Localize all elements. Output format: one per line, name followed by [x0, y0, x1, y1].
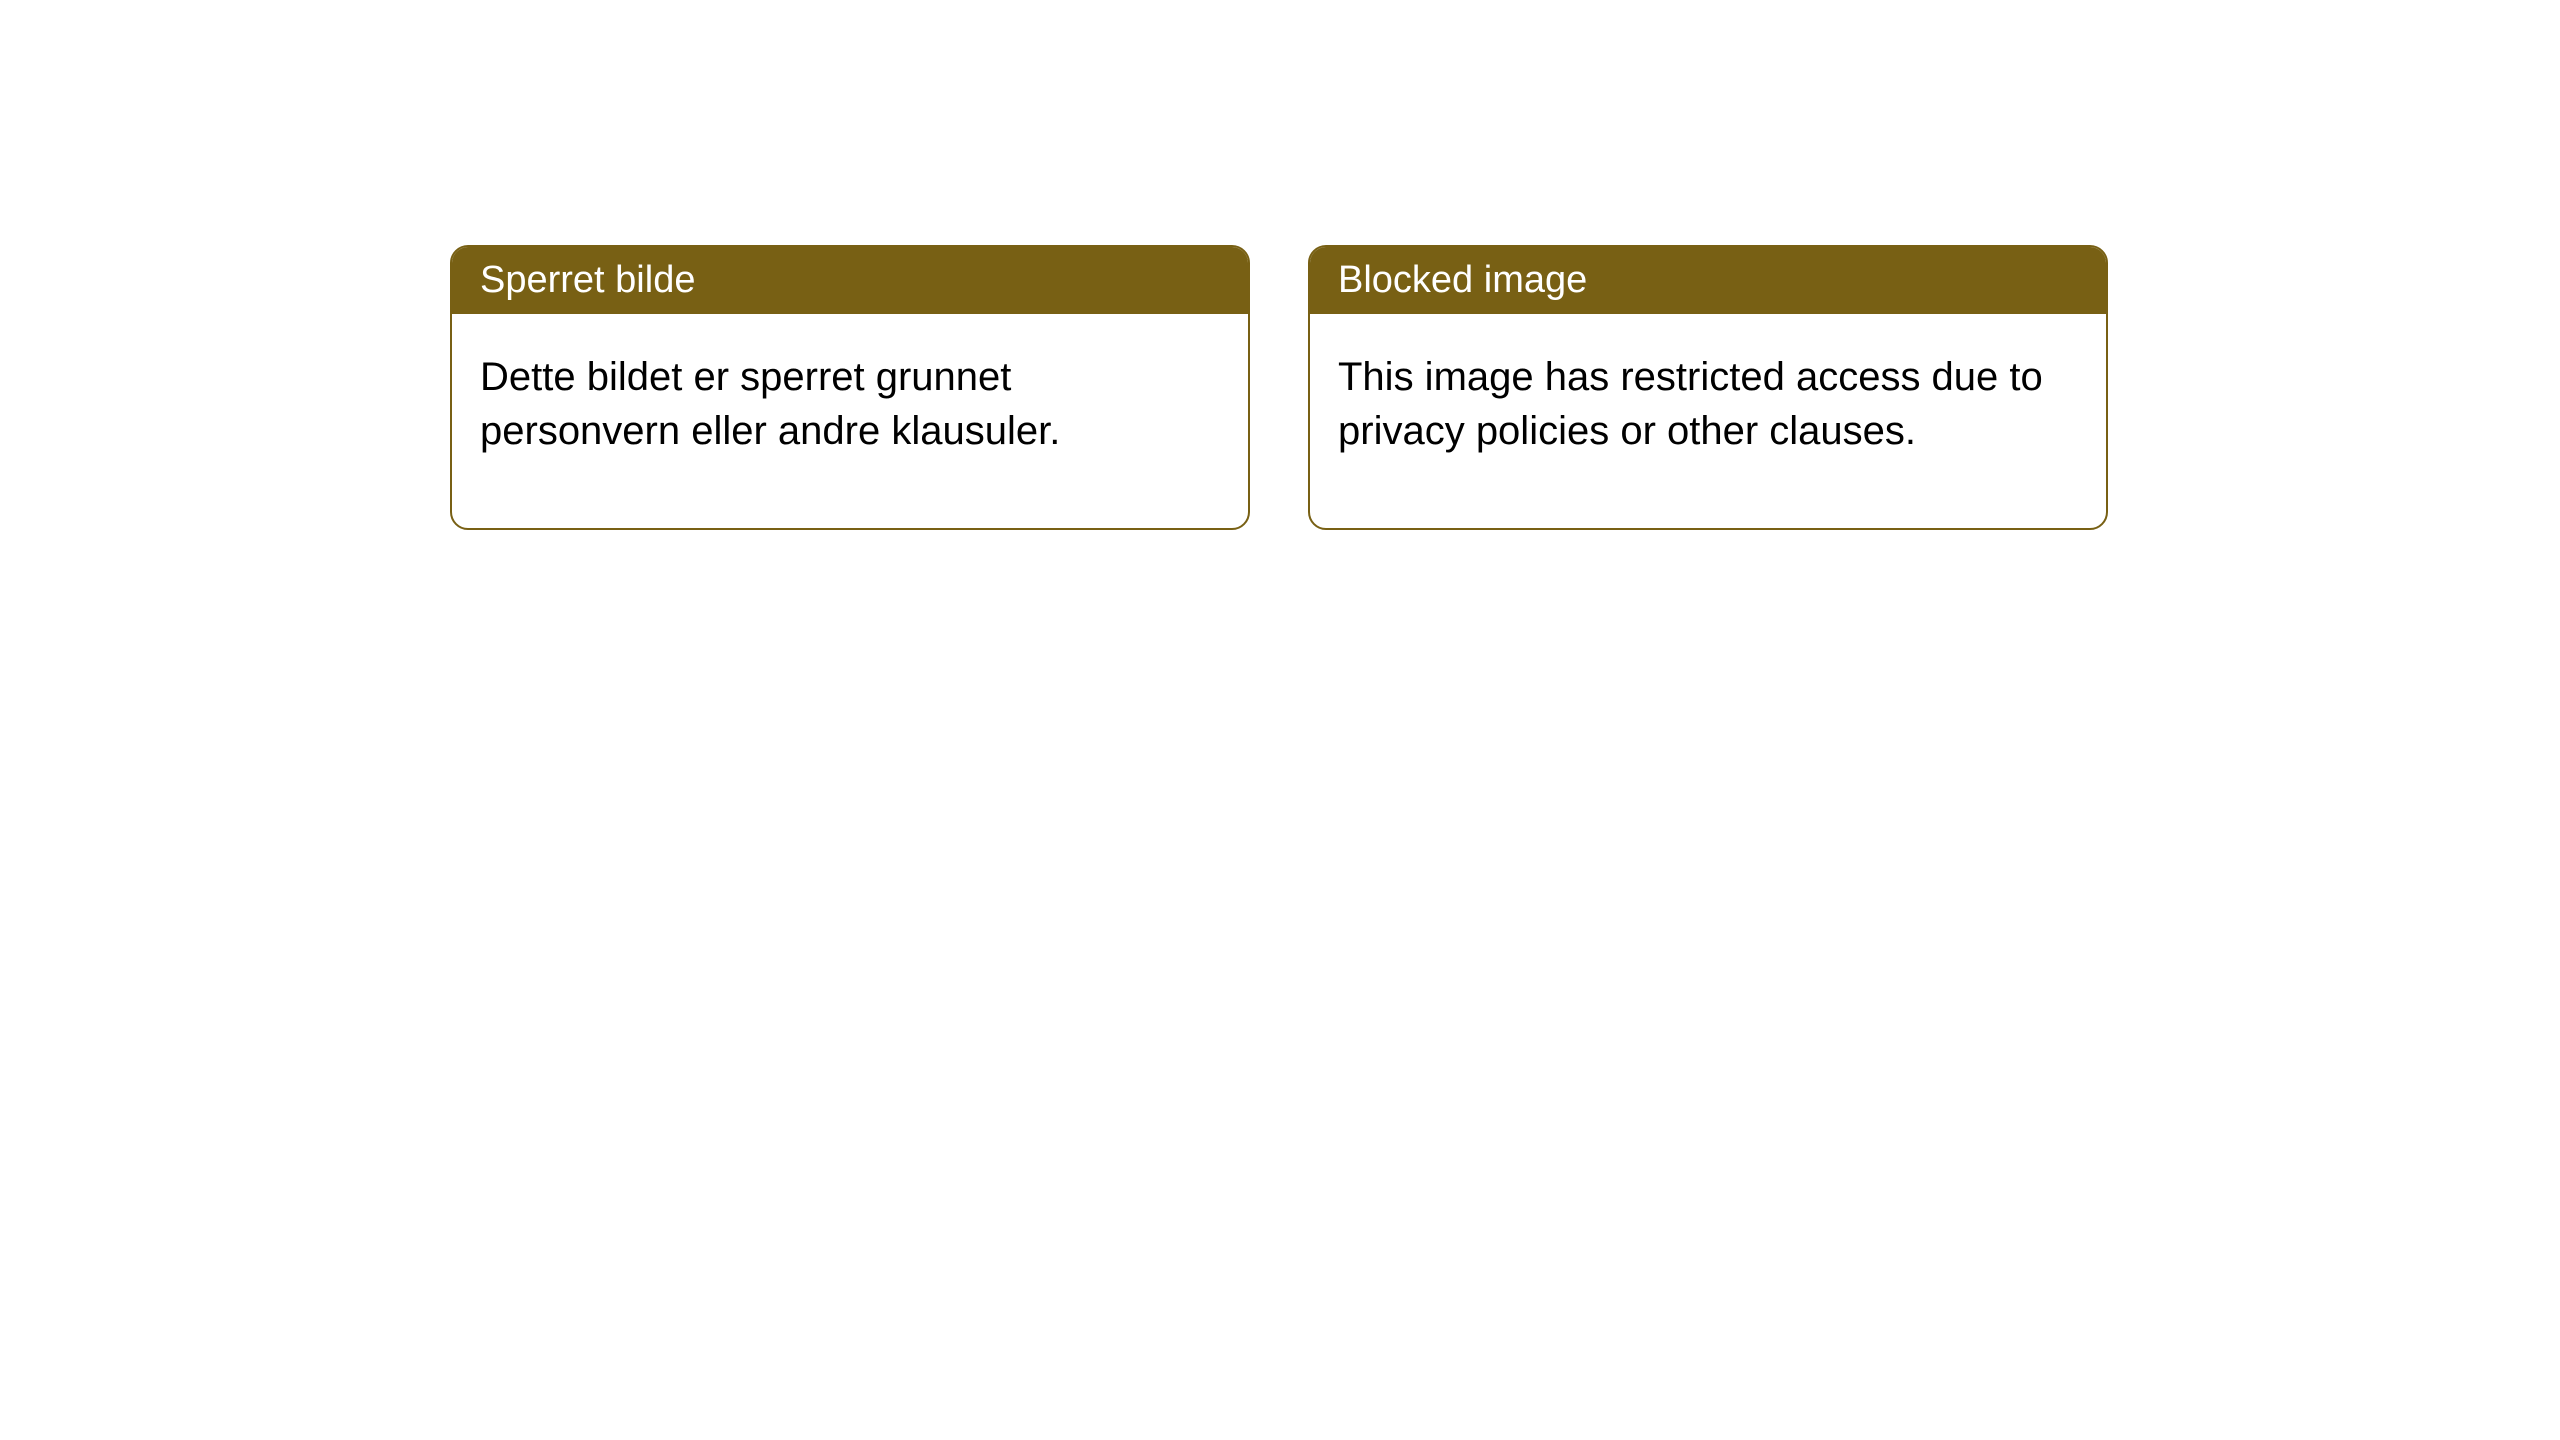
card-norwegian: Sperret bilde Dette bildet er sperret gr… — [450, 245, 1250, 530]
card-body-norwegian: Dette bildet er sperret grunnet personve… — [452, 314, 1248, 528]
card-text-english: This image has restricted access due to … — [1338, 355, 2043, 453]
card-text-norwegian: Dette bildet er sperret grunnet personve… — [480, 355, 1060, 453]
cards-container: Sperret bilde Dette bildet er sperret gr… — [450, 245, 2108, 530]
card-body-english: This image has restricted access due to … — [1310, 314, 2106, 528]
card-header-norwegian: Sperret bilde — [452, 247, 1248, 314]
card-title-english: Blocked image — [1338, 259, 1587, 301]
card-english: Blocked image This image has restricted … — [1308, 245, 2108, 530]
card-title-norwegian: Sperret bilde — [480, 259, 695, 301]
card-header-english: Blocked image — [1310, 247, 2106, 314]
